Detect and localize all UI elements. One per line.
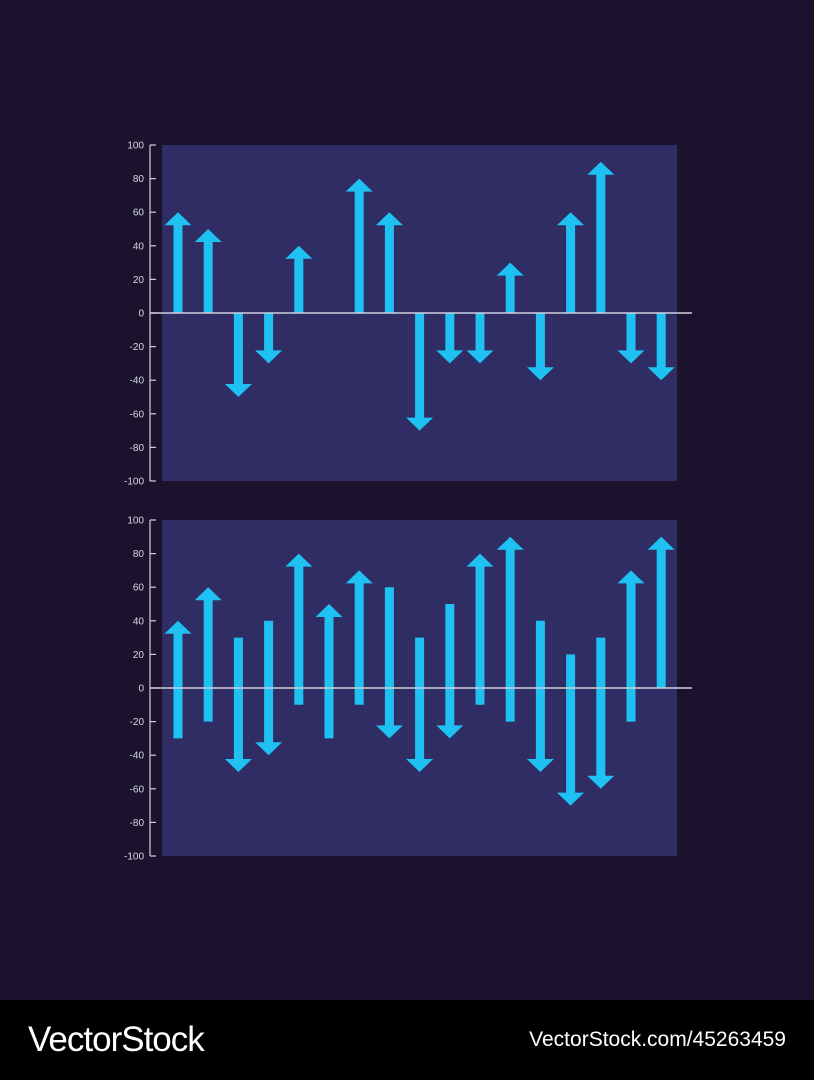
arrow-bar-up bbox=[647, 536, 675, 688]
arrow-bar-up bbox=[285, 245, 313, 313]
arrow-bar-up bbox=[345, 178, 373, 313]
arrow-bar-down bbox=[406, 637, 434, 772]
arrow-bar-up bbox=[617, 570, 645, 722]
arrow-bar-down bbox=[436, 604, 464, 739]
arrow-bar-down bbox=[526, 313, 554, 381]
y-tick-label: -20 bbox=[130, 717, 145, 728]
brand-url: VectorStock.com/45263459 bbox=[529, 1028, 786, 1051]
arrow-bar-down bbox=[647, 313, 675, 381]
arrow-bar-up bbox=[194, 587, 222, 722]
y-tick-label: 100 bbox=[127, 516, 144, 527]
arrow-bar-down bbox=[557, 654, 585, 806]
y-tick-label: 60 bbox=[133, 208, 145, 219]
y-tick-label: 0 bbox=[138, 309, 144, 320]
arrow-bar-up bbox=[285, 553, 313, 705]
chart-bottom: 100 80 60 40 20 0 -20 -40 -60 -80 -100 bbox=[124, 516, 692, 863]
arrow-bar-down bbox=[466, 313, 494, 364]
y-tick-label: 60 bbox=[133, 583, 145, 594]
y-tick-label: 100 bbox=[127, 141, 144, 152]
y-tick-label: 0 bbox=[138, 684, 144, 695]
arrow-bar-up bbox=[496, 262, 524, 313]
y-tick-label: -60 bbox=[130, 409, 145, 420]
y-tick-label: 80 bbox=[133, 549, 145, 560]
arrow-bar-up bbox=[345, 570, 373, 705]
y-tick-label: -40 bbox=[130, 751, 145, 762]
y-tick-label: -100 bbox=[124, 477, 144, 488]
arrow-bar-up bbox=[315, 604, 343, 739]
arrow-bar-up bbox=[164, 620, 192, 739]
charts-canvas: 100 80 60 40 20 0 -20 -40 -60 -80 -100 100 80 60 40 20… bbox=[124, 141, 692, 863]
arrow-bar-up bbox=[466, 553, 494, 705]
arrow-bar-down bbox=[587, 637, 615, 789]
y-tick-label: 20 bbox=[133, 275, 145, 286]
arrow-bar-down bbox=[617, 313, 645, 364]
arrow-bar-up bbox=[587, 161, 615, 313]
arrow-bar-down bbox=[406, 313, 434, 431]
y-tick-label: -20 bbox=[130, 342, 145, 353]
y-tick-label: -80 bbox=[130, 443, 145, 454]
arrow-bar-up bbox=[375, 212, 403, 313]
arrow-bar-down bbox=[436, 313, 464, 364]
arrow-bar-down bbox=[255, 313, 283, 364]
arrow-bar-up bbox=[496, 536, 524, 722]
arrow-bar-up bbox=[557, 212, 585, 313]
watermark-footer: VectorStock VectorStock.com/45263459 bbox=[0, 1000, 814, 1080]
y-tick-label: -40 bbox=[130, 376, 145, 387]
arrow-bar-down bbox=[224, 313, 252, 397]
y-tick-label: 20 bbox=[133, 650, 145, 661]
arrow-bar-down bbox=[375, 587, 403, 739]
y-tick-label: -60 bbox=[130, 784, 145, 795]
arrow-bar-down bbox=[224, 637, 252, 772]
brand-logo: VectorStock bbox=[28, 1020, 205, 1059]
y-tick-label: 40 bbox=[133, 616, 145, 627]
arrow-bar-up bbox=[164, 212, 192, 313]
chart-top: 100 80 60 40 20 0 -20 -40 -60 -80 -100 bbox=[124, 141, 692, 488]
y-tick-label: 40 bbox=[133, 241, 145, 252]
y-tick-label: -80 bbox=[130, 818, 145, 829]
arrow-bar-up bbox=[194, 229, 222, 313]
arrow-bar-down bbox=[526, 620, 554, 772]
y-tick-label: 80 bbox=[133, 174, 145, 185]
y-tick-label: -100 bbox=[124, 852, 144, 863]
